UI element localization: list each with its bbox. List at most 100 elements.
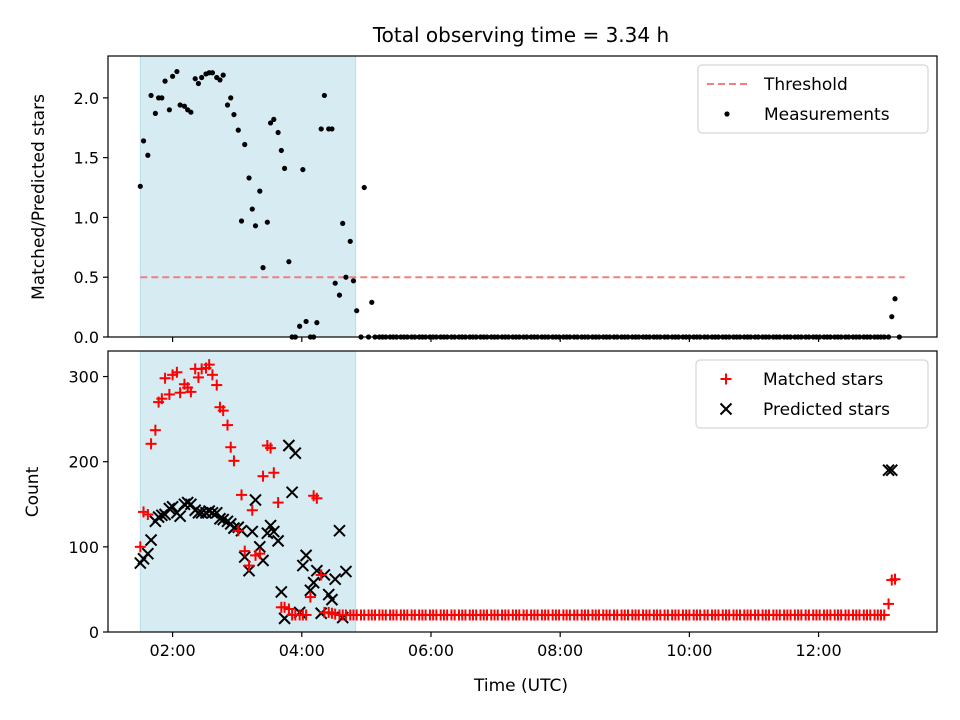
predicted-point [307,576,320,589]
predicted-point [296,559,310,572]
measurement-point [297,323,303,329]
top-panel: 0.00.51.01.52.0 Matched/Predicted stars … [29,55,938,347]
measurement-point [354,308,360,314]
matched-point [156,393,168,405]
matched-point [163,388,175,400]
matched-point [192,371,204,383]
predicted-point [173,509,187,523]
legend-measurements-label: Measurements [764,105,890,125]
measurement-point [260,265,266,271]
predicted-point [333,524,346,537]
measurement-point [249,206,255,212]
matched-point [311,492,323,504]
top-ytick-label: 0.0 [74,328,99,347]
predicted-point [249,493,262,507]
bottom-xtick-label: 08:00 [537,641,583,660]
bottom-ytick-label: 100 [68,538,99,557]
measurement-point [303,318,309,325]
measurement-point [286,259,292,265]
matched-point [257,470,269,482]
top-ytick-label: 1.0 [74,208,99,227]
bottom-shade-layer [139,350,357,633]
matched-point [185,386,197,398]
matched-point [142,508,154,520]
matched-point [159,372,171,384]
predicted-point [299,549,313,562]
bottom-matched-layer [134,359,901,621]
matched-point [878,609,890,621]
matched-point [171,366,183,378]
bottom-yticks-layer: 0 100 200 300 [68,368,108,642]
measurement-point [169,73,176,79]
bottom-legend: Matched stars Predicted stars [695,359,929,429]
measurement-point [238,218,245,224]
matched-point [228,455,240,467]
matched-point [254,548,266,560]
top-ytick-label: 0.5 [74,268,99,287]
top-legend-box [697,64,929,134]
predicted-point [275,585,288,599]
measurement-point [152,110,158,116]
measurement-point [892,296,898,302]
measurement-point [231,111,237,118]
measurement-point [181,103,188,109]
bottom-xlabel: Time (UTC) [473,676,568,696]
top-points-layer [137,68,902,340]
measurement-point [318,126,324,132]
measurement-point [321,92,328,99]
matched-point [145,438,157,450]
matched-point [232,525,244,537]
predicted-point [195,506,208,519]
measurement-point [220,72,226,78]
matched-point [272,497,284,509]
legend-predicted-swatch [719,402,733,416]
predicted-point [246,525,259,538]
predicted-point [885,464,898,477]
bottom-xticks-layer: 02:00 04:00 06:00 08:00 10:00 12:00 [150,632,842,660]
measurement-point [281,165,288,171]
matched-point [174,387,186,399]
matched-point [203,359,215,371]
bottom-xtick-label: 02:00 [150,641,196,660]
legend-predicted-label: Predicted stars [763,400,890,420]
top-ytick-label: 2.0 [74,89,99,108]
bottom-axes-frame [107,350,938,633]
measurement-point [199,74,205,81]
measurement-point [252,223,259,229]
measurement-point [224,102,231,108]
top-shade-layer [139,55,357,338]
top-axes-frame [107,55,938,338]
measurement-point [246,175,252,181]
matched-point [222,419,234,431]
legend-matched-swatch [720,373,732,385]
measurement-point [188,109,194,115]
predicted-point [152,510,165,524]
matched-point [134,541,146,553]
legend-threshold-label: Threshold [763,75,848,95]
matched-point [236,489,248,501]
measurement-point [195,80,202,87]
top-yticks-layer: 0.0 0.5 1.0 1.5 2.0 [74,89,108,347]
measurement-point [350,278,357,284]
bottom-xtick-label: 12:00 [796,641,842,660]
measurement-point [217,77,223,83]
bottom-xtick-label: 10:00 [666,641,712,660]
measurement-point [209,70,216,76]
measurement-point [166,107,172,113]
bottom-xtick-label: 04:00 [279,641,325,660]
bottom-ylabel: Count [23,466,43,517]
predicted-point [202,504,216,518]
measurement-point [137,183,143,189]
legend-measurements-swatch [724,111,730,117]
measurement-point [347,238,353,244]
predicted-point [163,502,176,515]
measurement-point [369,299,375,305]
measurement-point [336,292,343,298]
measurement-point [271,116,277,122]
measurement-point [889,314,895,320]
top-legend: Threshold Measurements [697,64,929,134]
matched-point [300,609,312,621]
matched-point [206,369,218,381]
measurement-point [314,320,320,326]
matched-point [268,467,280,479]
